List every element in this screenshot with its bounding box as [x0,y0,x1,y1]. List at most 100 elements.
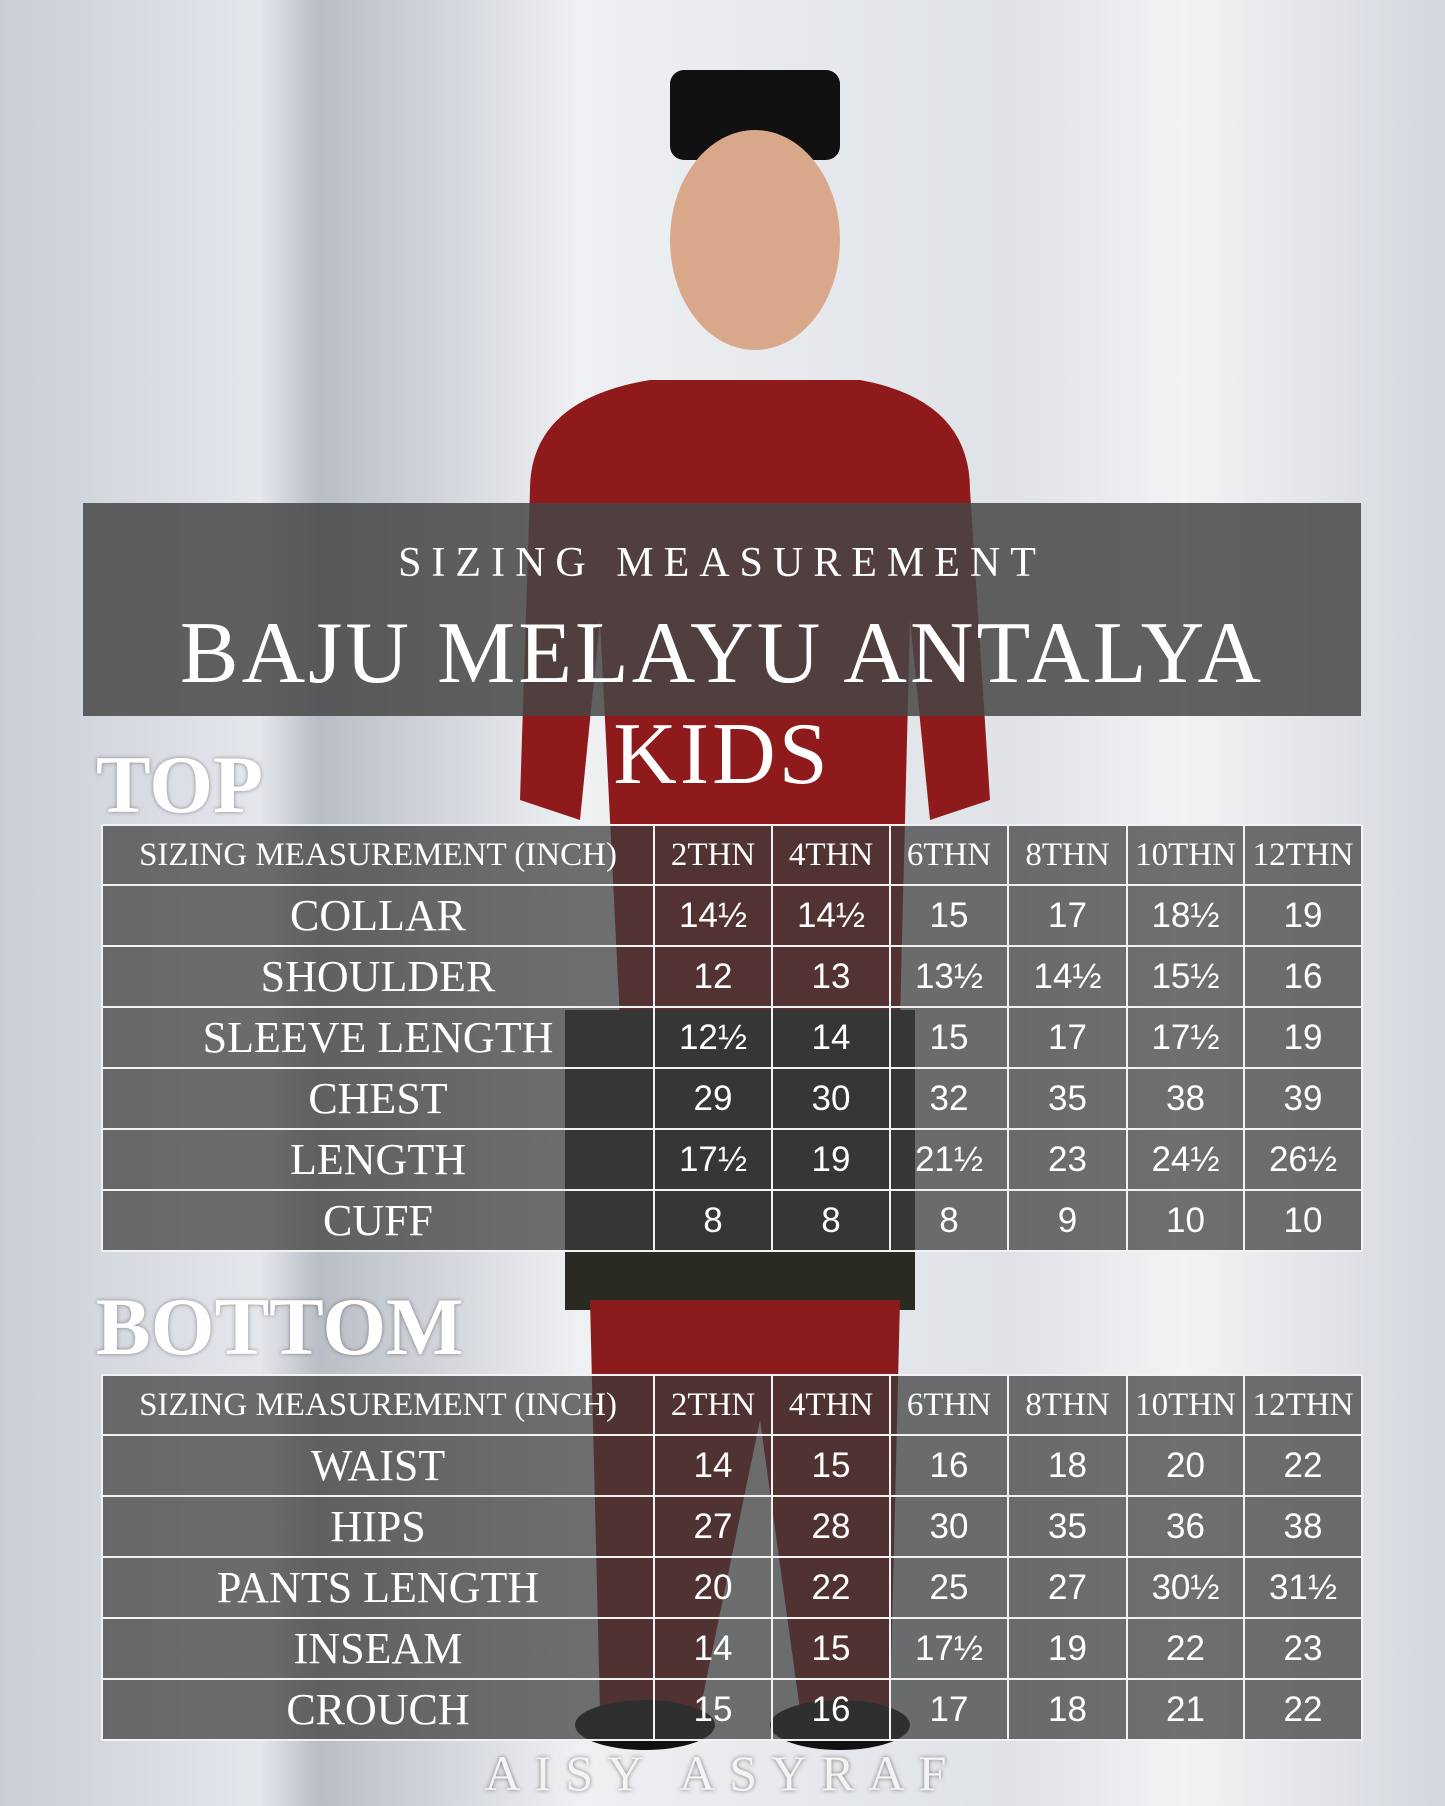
size-value: 15 [653,1678,773,1741]
size-value: 14½ [771,884,891,947]
size-value: 19 [1243,884,1363,947]
column-header: 4THN [771,1374,891,1436]
size-value: 18 [1007,1678,1128,1741]
size-value: 32 [889,1067,1009,1130]
size-value: 38 [1243,1495,1363,1558]
row-label: COLLAR [101,884,655,947]
row-label: PANTS LENGTH [101,1556,655,1619]
table-row: PANTS LENGTH 20 22 25 27 30½ 31½ [101,1556,1363,1619]
size-value: 24½ [1126,1128,1245,1191]
table-row: CROUCH 15 16 17 18 21 22 [101,1678,1363,1741]
size-value: 35 [1007,1495,1128,1558]
column-header: 6THN [889,1374,1009,1436]
size-value: 23 [1243,1617,1363,1680]
size-value: 36 [1126,1495,1245,1558]
size-value: 21½ [889,1128,1009,1191]
column-header: 12THN [1243,1374,1363,1436]
size-value: 22 [1243,1678,1363,1741]
size-value: 13 [771,945,891,1008]
size-value: 15 [889,1006,1009,1069]
row-label: CROUCH [101,1678,655,1741]
size-table: SIZING MEASUREMENT (INCH) 2THN 4THN 6THN 8TH… [101,824,1363,1252]
size-value: 30 [889,1495,1009,1558]
size-value: 14 [653,1617,773,1680]
column-header: SIZING MEASUREMENT (INCH) [101,824,655,886]
size-value: 14½ [653,884,773,947]
size-value: 17 [1007,884,1128,947]
size-value: 16 [771,1678,891,1741]
table-row: COLLAR 14½ 14½ 15 17 18½ 19 [101,884,1363,947]
size-value: 30½ [1126,1556,1245,1619]
row-label: SHOULDER [101,945,655,1008]
table-row: SHOULDER 12 13 13½ 14½ 15½ 16 [101,945,1363,1008]
size-value: 22 [1126,1617,1245,1680]
section-title: TOP [96,739,264,830]
column-header: 8THN [1007,824,1128,886]
size-value: 17½ [889,1617,1009,1680]
size-value: 26½ [1243,1128,1363,1191]
banner: SIZING MEASUREMENT BAJU MELAYU ANTALYA K… [83,503,1361,803]
size-value: 19 [771,1128,891,1191]
size-value: 25 [889,1556,1009,1619]
header-row: SIZING MEASUREMENT (INCH) 2THN 4THN 6THN 8TH… [101,824,1363,886]
row-label: WAIST [101,1434,655,1497]
size-value: 39 [1243,1067,1363,1130]
size-value: 17½ [653,1128,773,1191]
size-value: 17 [1007,1006,1128,1069]
size-value: 15½ [1126,945,1245,1008]
size-value: 8 [771,1189,891,1252]
row-label: INSEAM [101,1617,655,1680]
table-row: SLEEVE LENGTH 12½ 14 15 17 17½ 19 [101,1006,1363,1069]
size-value: 38 [1126,1067,1245,1130]
size-value: 27 [1007,1556,1128,1619]
size-value: 8 [653,1189,773,1252]
size-value: 12½ [653,1006,773,1069]
column-header: 8THN [1007,1374,1128,1436]
brand: AISY ASYRAF [484,1745,961,1801]
size-value: 16 [1243,945,1363,1008]
column-header: SIZING MEASUREMENT (INCH) [101,1374,655,1436]
row-label: LENGTH [101,1128,655,1191]
size-value: 27 [653,1495,773,1558]
size-value: 20 [653,1556,773,1619]
section-title: BOTTOM [96,1281,464,1372]
size-value: 9 [1007,1189,1128,1252]
header-row: SIZING MEASUREMENT (INCH) 2THN 4THN 6THN 8TH… [101,1374,1363,1436]
row-label: CHEST [101,1067,655,1130]
row-label: SLEEVE LENGTH [101,1006,655,1069]
size-value: 22 [771,1556,891,1619]
size-value: 17 [889,1678,1009,1741]
size-value: 15 [771,1617,891,1680]
column-header: 10THN [1126,1374,1245,1436]
size-value: 14 [653,1434,773,1497]
column-header: 12THN [1243,824,1363,886]
subtitle: SIZING MEASUREMENT [398,540,1046,586]
size-value: 10 [1126,1189,1245,1252]
size-value: 29 [653,1067,773,1130]
size-value: 22 [1243,1434,1363,1497]
table-row: WAIST 14 15 16 18 20 22 [101,1434,1363,1497]
size-value: 18 [1007,1434,1128,1497]
size-value: 23 [1007,1128,1128,1191]
size-value: 21 [1126,1678,1245,1741]
title: BAJU MELAYU ANTALYA KIDS [179,605,1265,803]
size-value: 10 [1243,1189,1363,1252]
column-header: 10THN [1126,824,1245,886]
size-value: 8 [889,1189,1009,1252]
table-row: INSEAM 14 15 17½ 19 22 23 [101,1617,1363,1680]
size-value: 14 [771,1006,891,1069]
size-value: 13½ [889,945,1009,1008]
size-value: 18½ [1126,884,1245,947]
table-row: CHEST 29 30 32 35 38 39 [101,1067,1363,1130]
size-value: 19 [1243,1006,1363,1069]
column-header: 6THN [889,824,1009,886]
size-value: 20 [1126,1434,1245,1497]
column-header: 4THN [771,824,891,886]
table-row: CUFF 8 8 8 9 10 10 [101,1189,1363,1252]
row-label: HIPS [101,1495,655,1558]
size-value: 12 [653,945,773,1008]
size-value: 14½ [1007,945,1128,1008]
table-row: HIPS 27 28 30 35 36 38 [101,1495,1363,1558]
size-value: 17½ [1126,1006,1245,1069]
